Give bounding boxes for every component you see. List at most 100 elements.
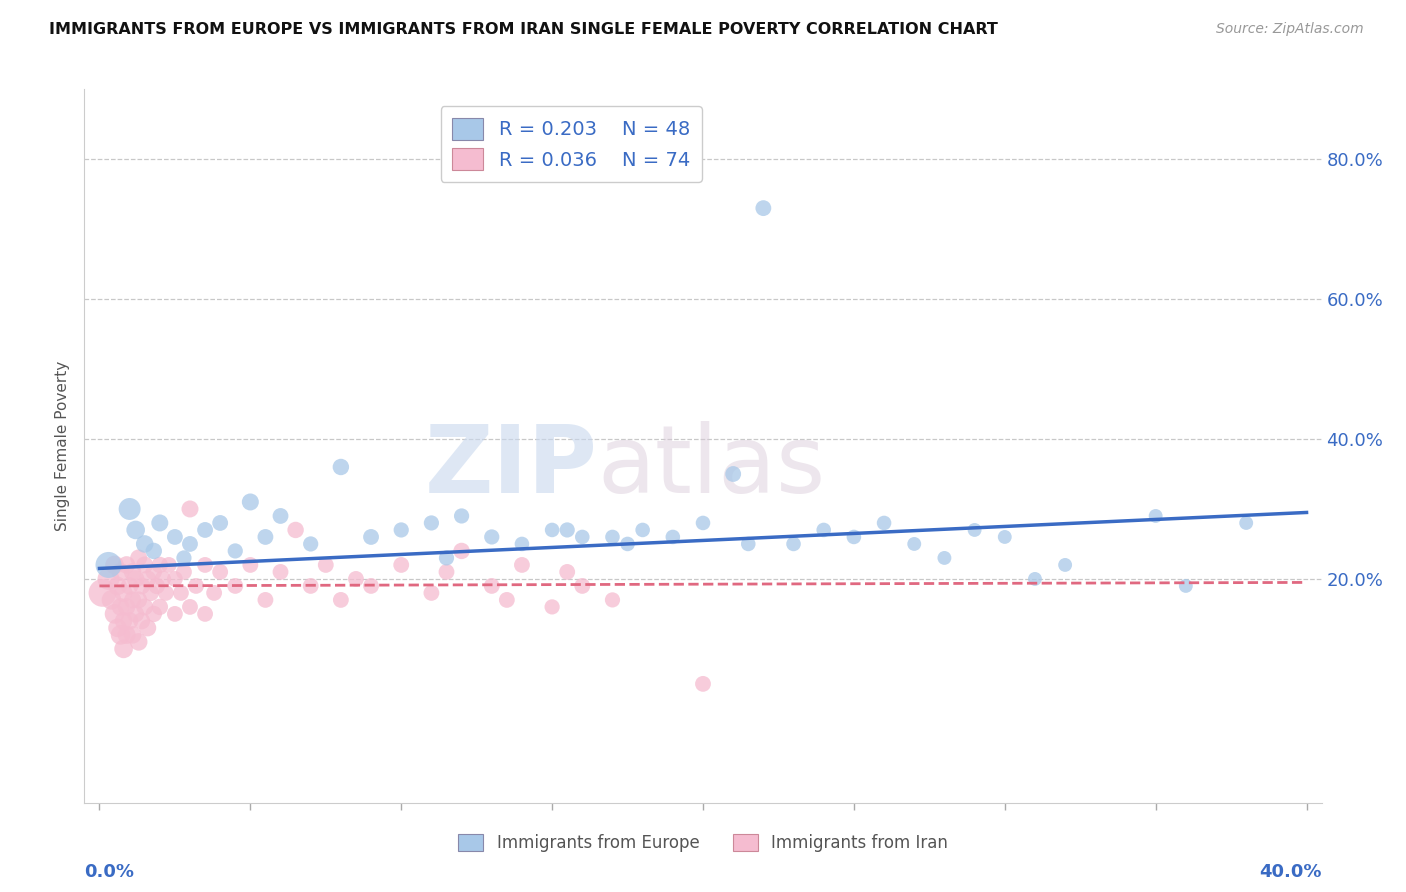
Text: IMMIGRANTS FROM EUROPE VS IMMIGRANTS FROM IRAN SINGLE FEMALE POVERTY CORRELATION: IMMIGRANTS FROM EUROPE VS IMMIGRANTS FRO… <box>49 22 998 37</box>
Point <box>107 621 129 635</box>
Point <box>420 586 443 600</box>
Point <box>329 460 352 475</box>
Point <box>254 593 277 607</box>
Point <box>541 523 564 537</box>
Point <box>721 467 744 481</box>
Point <box>254 530 277 544</box>
Point <box>139 586 162 600</box>
Point <box>157 558 180 572</box>
Point <box>1174 579 1197 593</box>
Point <box>1054 558 1077 572</box>
Point <box>239 558 262 572</box>
Point <box>481 579 503 593</box>
Point <box>112 614 135 628</box>
Point <box>239 495 262 509</box>
Point <box>389 558 412 572</box>
Point <box>813 523 835 537</box>
Point <box>194 558 217 572</box>
Point <box>994 530 1017 544</box>
Point <box>555 523 578 537</box>
Point <box>692 516 714 530</box>
Point <box>173 550 195 565</box>
Point <box>115 599 138 614</box>
Point <box>124 572 146 586</box>
Point <box>121 593 143 607</box>
Text: ZIP: ZIP <box>425 421 598 514</box>
Point <box>510 537 533 551</box>
Point <box>128 550 150 565</box>
Point <box>903 537 925 551</box>
Point <box>124 607 146 621</box>
Y-axis label: Single Female Poverty: Single Female Poverty <box>55 361 70 531</box>
Point <box>163 607 186 621</box>
Point <box>450 508 472 523</box>
Point <box>131 579 153 593</box>
Legend: Immigrants from Europe, Immigrants from Iran: Immigrants from Europe, Immigrants from … <box>451 827 955 859</box>
Point <box>555 565 578 579</box>
Point <box>963 523 986 537</box>
Point <box>1234 516 1257 530</box>
Point <box>602 530 624 544</box>
Point <box>110 565 132 579</box>
Point <box>142 607 165 621</box>
Point <box>121 628 143 642</box>
Point <box>662 530 685 544</box>
Point <box>782 537 804 551</box>
Point <box>692 677 714 691</box>
Point <box>136 572 159 586</box>
Point <box>142 565 165 579</box>
Point <box>179 537 201 551</box>
Point <box>118 502 141 516</box>
Point <box>110 628 132 642</box>
Point <box>149 558 172 572</box>
Point <box>112 586 135 600</box>
Point <box>97 558 120 572</box>
Point <box>142 544 165 558</box>
Point <box>97 572 120 586</box>
Point <box>128 635 150 649</box>
Point <box>131 614 153 628</box>
Point <box>128 593 150 607</box>
Point <box>495 593 517 607</box>
Point <box>752 201 775 215</box>
Point <box>481 530 503 544</box>
Point <box>134 558 156 572</box>
Point <box>450 544 472 558</box>
Point <box>299 537 322 551</box>
Point <box>179 599 201 614</box>
Point <box>842 530 865 544</box>
Point <box>194 523 217 537</box>
Point <box>299 579 322 593</box>
Point <box>149 516 172 530</box>
Point <box>631 523 654 537</box>
Point <box>149 599 172 614</box>
Point <box>136 621 159 635</box>
Point <box>121 565 143 579</box>
Point <box>100 593 122 607</box>
Point <box>1024 572 1046 586</box>
Point <box>616 537 638 551</box>
Point <box>155 586 177 600</box>
Point <box>344 572 367 586</box>
Point <box>360 530 382 544</box>
Point <box>270 508 292 523</box>
Text: 40.0%: 40.0% <box>1260 863 1322 881</box>
Point <box>103 607 125 621</box>
Point <box>873 516 896 530</box>
Point <box>209 516 232 530</box>
Point <box>602 593 624 607</box>
Point <box>173 565 195 579</box>
Point <box>420 516 443 530</box>
Point <box>541 599 564 614</box>
Point <box>202 586 225 600</box>
Point <box>115 628 138 642</box>
Point <box>315 558 337 572</box>
Point <box>436 550 458 565</box>
Point <box>1144 508 1167 523</box>
Point <box>91 586 114 600</box>
Point <box>103 558 125 572</box>
Point <box>146 579 169 593</box>
Point <box>110 599 132 614</box>
Point <box>329 593 352 607</box>
Point <box>112 641 135 656</box>
